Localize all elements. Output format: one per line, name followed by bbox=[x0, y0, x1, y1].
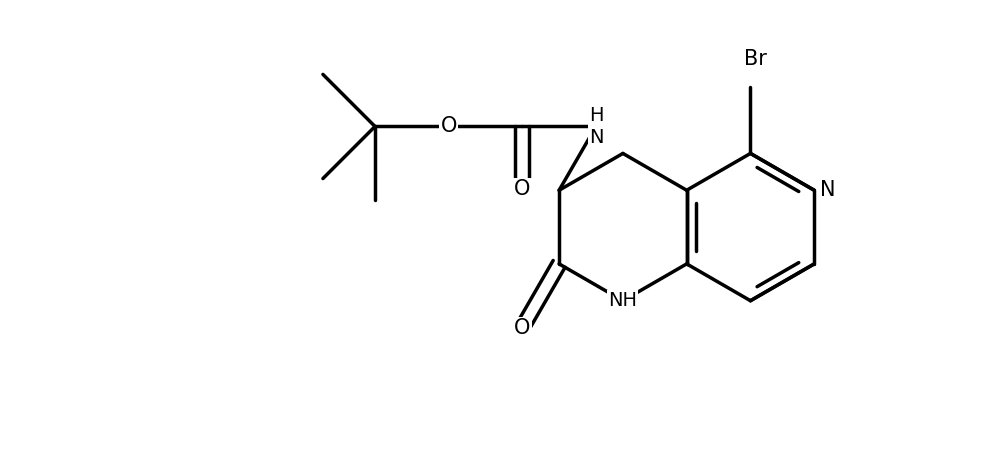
Text: N: N bbox=[820, 180, 836, 200]
Text: Br: Br bbox=[744, 49, 766, 69]
Text: O: O bbox=[440, 116, 457, 136]
Text: O: O bbox=[515, 179, 531, 199]
Text: O: O bbox=[515, 318, 531, 338]
Text: NH: NH bbox=[608, 291, 637, 310]
Text: H
N: H N bbox=[589, 106, 603, 147]
